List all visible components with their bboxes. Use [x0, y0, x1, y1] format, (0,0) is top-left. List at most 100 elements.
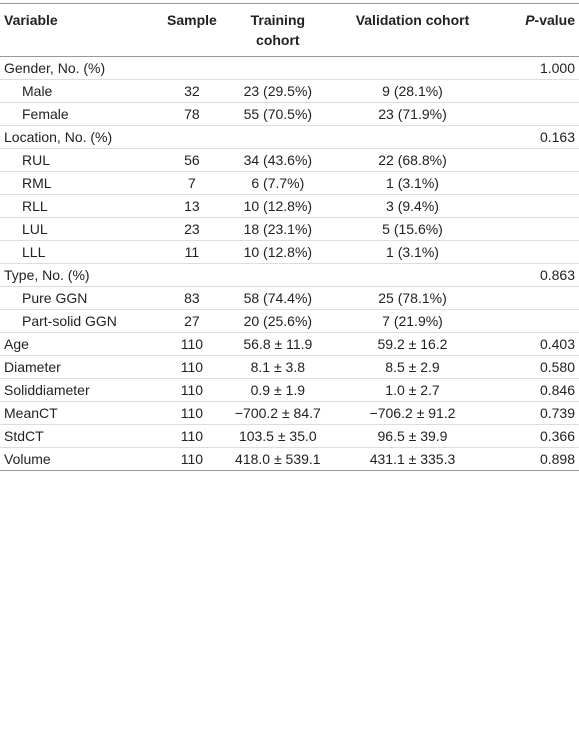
table-cell: 110 [156, 332, 227, 356]
header-cell: Variable [0, 3, 157, 57]
table-cell: −706.2 ± 91.2 [328, 401, 497, 425]
table-cell: 0.9 ± 1.9 [226, 378, 329, 402]
table-cell: Type, No. (%) [0, 263, 157, 287]
table-cell: 3 (9.4%) [328, 194, 497, 218]
table-cell: 58 (74.4%) [226, 286, 329, 310]
table-cell: 0.366 [496, 424, 579, 448]
table-row: RLL 13 10 (12.8%) 3 (9.4%) [0, 194, 579, 218]
table-row: Pure GGN 83 58 (74.4%) 25 (78.1%) [0, 286, 579, 310]
table-cell: RUL [0, 148, 157, 172]
table-cell: 110 [156, 401, 227, 425]
table-cell: 0.863 [496, 263, 579, 287]
table-cell: Male [0, 79, 157, 103]
table-cell: Gender, No. (%) [0, 56, 157, 80]
table-cell: 83 [156, 286, 227, 310]
table-cell: 9 (28.1%) [328, 79, 497, 103]
table-cell: 10 (12.8%) [226, 194, 329, 218]
table-cell [496, 148, 579, 172]
table-cell [328, 125, 497, 149]
table-cell: 0.163 [496, 125, 579, 149]
table-row: RUL 56 34 (43.6%) 22 (68.8%) [0, 148, 579, 172]
table-cell: 23 (29.5%) [226, 79, 329, 103]
table-cell: 110 [156, 424, 227, 448]
table-row: Volume 110 418.0 ± 539.1 431.1 ± 335.3 0.898 [0, 447, 579, 471]
table-row: Type, No. (%) 0.863 [0, 263, 579, 287]
table-row: Male 32 23 (29.5%) 9 (28.1%) [0, 79, 579, 103]
table-cell: 56 [156, 148, 227, 172]
table-row: Age 110 56.8 ± 11.9 59.2 ± 16.2 0.403 [0, 332, 579, 356]
table-cell: 1.000 [496, 56, 579, 80]
table-cell [496, 102, 579, 126]
page: Variable Sample Training cohort Validati… [0, 3, 579, 749]
table-cell: 1 (3.1%) [328, 171, 497, 195]
header-row: Variable Sample Training cohort Validati… [0, 3, 579, 57]
table-cell [496, 217, 579, 241]
table-cell [226, 125, 329, 149]
table-cell: 55 (70.5%) [226, 102, 329, 126]
table-cell: Pure GGN [0, 286, 157, 310]
table-cell: 1.0 ± 2.7 [328, 378, 497, 402]
table-cell: LUL [0, 217, 157, 241]
table-cell [496, 309, 579, 333]
table-row: LLL 11 10 (12.8%) 1 (3.1%) [0, 240, 579, 264]
notes [0, 471, 579, 475]
table-cell: 7 (21.9%) [328, 309, 497, 333]
table-cell: 0.898 [496, 447, 579, 471]
table-cell: 0.580 [496, 355, 579, 379]
table-cell [226, 263, 329, 287]
table-row: MeanCT 110 −700.2 ± 84.7 −706.2 ± 91.2 0.739 [0, 401, 579, 425]
table-cell [328, 263, 497, 287]
table-cell: 23 (71.9%) [328, 102, 497, 126]
table-cell: 0.403 [496, 332, 579, 356]
table-row: StdCT 110 103.5 ± 35.0 96.5 ± 39.9 0.366 [0, 424, 579, 448]
table-cell: 13 [156, 194, 227, 218]
table-cell: LLL [0, 240, 157, 264]
table-row: RML 7 6 (7.7%) 1 (3.1%) [0, 171, 579, 195]
table-cell: 23 [156, 217, 227, 241]
table-cell: 8.5 ± 2.9 [328, 355, 497, 379]
table-cell: −700.2 ± 84.7 [226, 401, 329, 425]
table-cell: 11 [156, 240, 227, 264]
table-cell: 22 (68.8%) [328, 148, 497, 172]
table-row: Location, No. (%) 0.163 [0, 125, 579, 149]
table-row: Female 78 55 (70.5%) 23 (71.9%) [0, 102, 579, 126]
table-cell [156, 263, 227, 287]
table-row: Soliddiameter 110 0.9 ± 1.9 1.0 ± 2.7 0.846 [0, 378, 579, 402]
table-cell: Part-solid GGN [0, 309, 157, 333]
table-cell: 25 (78.1%) [328, 286, 497, 310]
table-cell: Age [0, 332, 157, 356]
table-cell: 8.1 ± 3.8 [226, 355, 329, 379]
table-cell: 59.2 ± 16.2 [328, 332, 497, 356]
table-cell: Diameter [0, 355, 157, 379]
table-cell [156, 125, 227, 149]
table-cell: 96.5 ± 39.9 [328, 424, 497, 448]
table-cell [496, 79, 579, 103]
table-cell: Soliddiameter [0, 378, 157, 402]
table-cell: 110 [156, 378, 227, 402]
table-cell: 103.5 ± 35.0 [226, 424, 329, 448]
table-cell: 5 (15.6%) [328, 217, 497, 241]
table-cell: MeanCT [0, 401, 157, 425]
table-cell: RLL [0, 194, 157, 218]
table-cell [226, 56, 329, 80]
table-row: Diameter 110 8.1 ± 3.8 8.5 ± 2.9 0.580 [0, 355, 579, 379]
table-cell: 34 (43.6%) [226, 148, 329, 172]
table-cell: 78 [156, 102, 227, 126]
table-cell: StdCT [0, 424, 157, 448]
header-cell: P-value [496, 3, 579, 57]
table-cell: 7 [156, 171, 227, 195]
table-cell: 18 (23.1%) [226, 217, 329, 241]
table-cell: 1 (3.1%) [328, 240, 497, 264]
table-cell: Female [0, 102, 157, 126]
header-text: -value [534, 12, 575, 28]
header-cell: Training cohort [226, 3, 329, 57]
table-cell [496, 194, 579, 218]
table-cell: 10 (12.8%) [226, 240, 329, 264]
table-cell: 110 [156, 355, 227, 379]
table-cell: 0.739 [496, 401, 579, 425]
table-cell: 0.846 [496, 378, 579, 402]
table-cell [156, 56, 227, 80]
table-row: LUL 23 18 (23.1%) 5 (15.6%) [0, 217, 579, 241]
table-cell: 6 (7.7%) [226, 171, 329, 195]
table-cell: 418.0 ± 539.1 [226, 447, 329, 471]
